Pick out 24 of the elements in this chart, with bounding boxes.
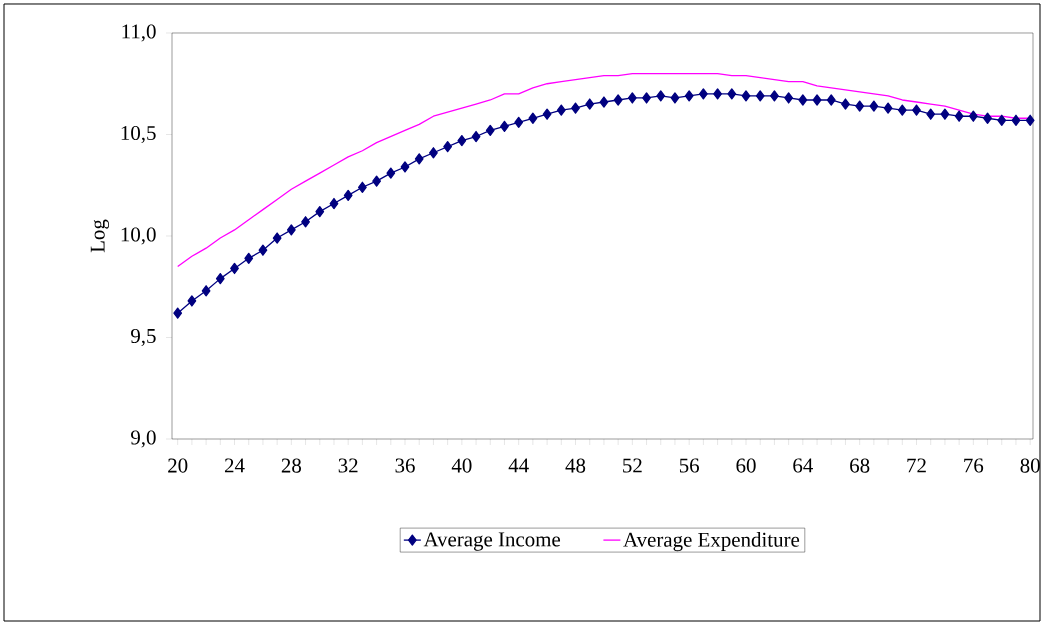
x-tick-label: 20 bbox=[168, 458, 188, 473]
legend-label: Average Expenditure bbox=[623, 532, 800, 552]
x-tick-label: 80 bbox=[1020, 458, 1040, 473]
x-tick-label: 68 bbox=[850, 458, 870, 473]
x-tick-label: 60 bbox=[736, 458, 756, 473]
x-tick-label: 32 bbox=[338, 458, 358, 473]
y-tick-label: 9,0 bbox=[131, 430, 156, 448]
x-tick-label: 44 bbox=[508, 458, 529, 473]
x-tick-label: 52 bbox=[623, 458, 642, 473]
x-tick-label: 56 bbox=[679, 458, 700, 473]
y-tick-label: 10,5 bbox=[121, 125, 156, 144]
legend-label: Average Income bbox=[423, 532, 561, 551]
x-tick-label: 76 bbox=[964, 458, 984, 473]
y-axis-title: Log bbox=[90, 219, 110, 253]
x-tick-label: 64 bbox=[793, 458, 813, 473]
x-tick-label: 48 bbox=[565, 458, 586, 473]
y-tick-label: 10,0 bbox=[121, 227, 156, 245]
y-tick-label: 11,0 bbox=[122, 24, 156, 42]
x-tick-label: 36 bbox=[395, 458, 415, 473]
x-tick-label: 72 bbox=[907, 458, 926, 473]
x-tick-label: 40 bbox=[451, 458, 472, 473]
y-tick-label: 9,5 bbox=[131, 328, 156, 347]
x-tick-label: 28 bbox=[281, 458, 302, 473]
x-tick-label: 24 bbox=[224, 458, 245, 473]
